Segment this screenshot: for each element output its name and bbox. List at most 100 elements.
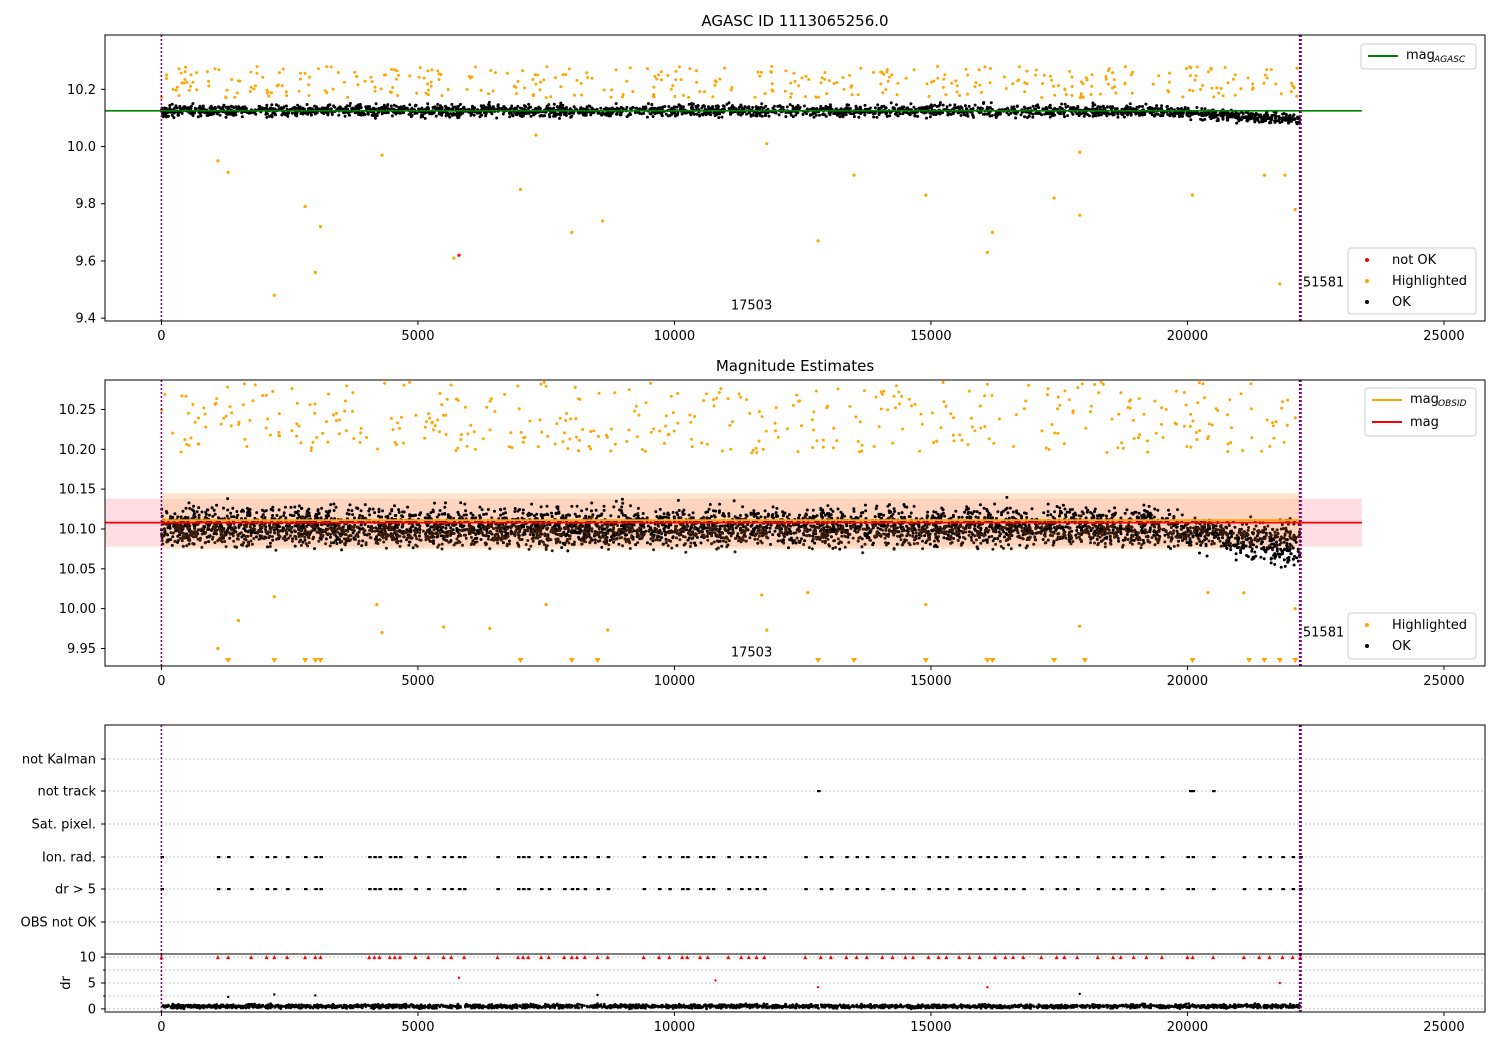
highlighted-point bbox=[792, 71, 796, 75]
ok-point bbox=[555, 112, 559, 116]
highlighted-point bbox=[408, 74, 412, 78]
ok-point bbox=[781, 105, 785, 109]
ok-point bbox=[815, 107, 819, 111]
ok-point bbox=[917, 524, 920, 527]
ok-point bbox=[666, 114, 670, 118]
ok-point bbox=[547, 113, 551, 116]
highlighted-point bbox=[888, 75, 891, 79]
ok-point bbox=[600, 512, 604, 516]
ok-point bbox=[440, 512, 444, 516]
ok-point bbox=[951, 111, 955, 115]
highlighted-point bbox=[534, 82, 538, 86]
highlighted-point bbox=[1215, 86, 1219, 90]
highlighted-point bbox=[653, 75, 657, 78]
agasc-panel-title: AGASC ID 1113065256.0 bbox=[701, 12, 888, 30]
ok-point bbox=[393, 504, 396, 508]
ok-point bbox=[760, 114, 764, 118]
ok-point bbox=[811, 534, 815, 538]
ok-point bbox=[558, 106, 562, 110]
ok-point bbox=[459, 113, 462, 117]
highlighted-point bbox=[1157, 74, 1161, 78]
ok-point bbox=[717, 105, 720, 109]
highlighted-point bbox=[964, 67, 968, 71]
ok-point bbox=[560, 106, 564, 110]
highlighted-point bbox=[660, 78, 663, 82]
highlighted-point bbox=[1004, 87, 1008, 90]
ok-point bbox=[1269, 120, 1273, 124]
ok-point bbox=[877, 106, 881, 110]
agasc-xtick-label: 0 bbox=[157, 329, 165, 344]
legend-mag-agasc-sub: AGASC bbox=[1433, 55, 1466, 65]
highlighted-point bbox=[394, 77, 398, 81]
highlighted-point bbox=[674, 69, 678, 73]
ok-point bbox=[1063, 102, 1067, 106]
ok-point bbox=[462, 105, 466, 109]
ok-point bbox=[785, 105, 789, 109]
ok-point bbox=[751, 106, 755, 109]
highlighted-point bbox=[265, 88, 269, 92]
ok-point bbox=[1276, 119, 1280, 123]
highlighted-point bbox=[1084, 76, 1088, 80]
highlighted-point bbox=[396, 73, 400, 77]
ok-point bbox=[1104, 112, 1108, 116]
ok-point bbox=[1048, 115, 1052, 119]
ok-point bbox=[1051, 515, 1055, 519]
ok-point bbox=[1018, 543, 1022, 547]
highlighted-point bbox=[879, 82, 883, 86]
ok-point bbox=[865, 523, 869, 527]
agasc-ytick-label: 10.0 bbox=[67, 140, 96, 155]
ok-point bbox=[388, 512, 392, 516]
ok-point bbox=[224, 105, 228, 109]
ok-point bbox=[663, 533, 667, 537]
ok-point bbox=[690, 102, 694, 106]
ok-point bbox=[1091, 111, 1095, 115]
highlighted-point bbox=[369, 75, 373, 79]
ok-point bbox=[585, 105, 589, 109]
ok-point bbox=[641, 105, 645, 109]
ok-point bbox=[387, 107, 391, 111]
ok-point bbox=[1200, 111, 1203, 115]
ok-point bbox=[612, 540, 616, 544]
highlighted-point bbox=[570, 230, 574, 234]
highlighted-point bbox=[673, 94, 677, 98]
ok-point bbox=[764, 111, 768, 115]
highlighted-point bbox=[1048, 74, 1052, 78]
highlighted-point bbox=[886, 79, 890, 83]
ok-point bbox=[695, 112, 699, 116]
ok-point bbox=[567, 112, 571, 116]
ok-point bbox=[731, 104, 734, 108]
ok-point bbox=[444, 501, 447, 505]
ok-point bbox=[176, 111, 180, 115]
ok-point bbox=[718, 525, 722, 528]
ok-point bbox=[488, 105, 492, 109]
ok-point bbox=[521, 511, 525, 515]
highlighted-point bbox=[1111, 71, 1114, 75]
ok-point bbox=[1136, 111, 1140, 115]
ok-point bbox=[718, 502, 722, 506]
ok-point bbox=[1082, 114, 1086, 118]
ok-point bbox=[493, 509, 496, 513]
highlighted-point bbox=[601, 219, 605, 223]
ok-point bbox=[971, 113, 975, 117]
highlighted-point bbox=[681, 93, 685, 97]
ok-point bbox=[988, 106, 992, 110]
ok-point bbox=[768, 526, 772, 530]
highlighted-point bbox=[881, 91, 885, 95]
ok-point bbox=[296, 103, 300, 107]
ok-point bbox=[451, 106, 455, 110]
ok-point bbox=[383, 111, 387, 115]
highlighted-point bbox=[553, 76, 557, 80]
ok-point bbox=[399, 105, 403, 109]
legend-ok: OK bbox=[1392, 295, 1411, 310]
highlighted-point bbox=[1209, 66, 1213, 70]
ok-point bbox=[691, 111, 695, 115]
ok-point bbox=[346, 508, 350, 512]
ok-point bbox=[368, 513, 372, 517]
ok-point bbox=[729, 112, 733, 116]
ok-point bbox=[1091, 101, 1095, 105]
ok-point bbox=[1111, 528, 1115, 532]
highlighted-point bbox=[1223, 66, 1227, 69]
ok-point bbox=[306, 112, 310, 116]
ok-point bbox=[229, 511, 233, 515]
ok-point bbox=[433, 501, 436, 505]
